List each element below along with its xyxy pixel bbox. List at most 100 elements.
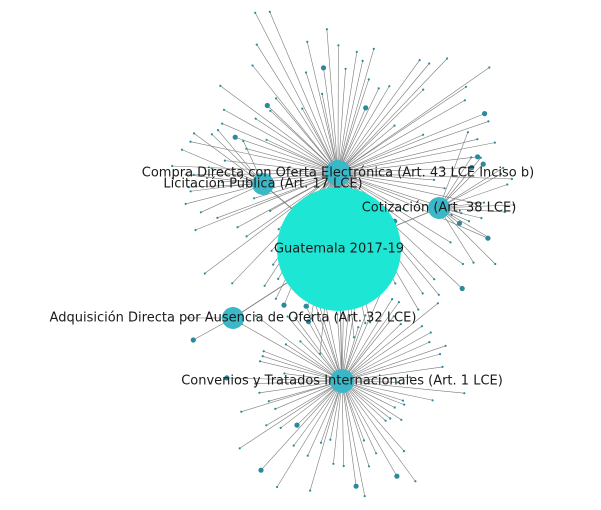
leaf-node[interactable] — [281, 302, 287, 308]
leaf-node[interactable] — [264, 102, 270, 109]
leaf-node[interactable] — [270, 249, 273, 252]
leaf-node[interactable] — [263, 284, 266, 287]
leaf-node[interactable] — [254, 11, 257, 14]
leaf-node[interactable] — [403, 403, 406, 406]
leaf-node[interactable] — [320, 65, 327, 71]
leaf-node[interactable] — [306, 40, 309, 43]
leaf-node[interactable] — [467, 220, 471, 223]
leaf-node[interactable] — [364, 314, 367, 317]
leaf-node[interactable] — [301, 107, 304, 110]
leaf-node[interactable] — [428, 62, 431, 65]
leaf-node[interactable] — [466, 131, 469, 134]
leaf-node[interactable] — [355, 50, 358, 54]
leaf-node[interactable] — [254, 117, 257, 120]
leaf-node[interactable] — [436, 302, 439, 305]
leaf-node[interactable] — [258, 391, 261, 394]
leaf-node[interactable] — [210, 133, 213, 136]
leaf-node[interactable] — [401, 399, 405, 402]
leaf-node[interactable] — [363, 105, 369, 111]
leaf-node[interactable] — [223, 159, 226, 162]
leaf-node[interactable] — [261, 355, 264, 358]
leaf-node[interactable] — [456, 220, 463, 226]
leaf-node[interactable] — [469, 164, 475, 171]
leaf-node[interactable] — [224, 375, 230, 381]
leaf-node[interactable] — [392, 315, 395, 318]
leaf-node[interactable] — [283, 372, 286, 375]
leaf-node[interactable] — [464, 85, 468, 88]
leaf-node[interactable] — [432, 178, 436, 181]
leaf-node[interactable] — [221, 181, 224, 184]
leaf-node[interactable] — [377, 87, 380, 90]
leaf-node[interactable] — [272, 263, 275, 266]
leaf-node[interactable] — [240, 410, 243, 413]
leaf-node[interactable] — [306, 454, 309, 457]
leaf-node[interactable] — [384, 419, 387, 422]
leaf-node[interactable] — [216, 129, 220, 132]
leaf-node[interactable] — [391, 298, 394, 301]
leaf-node[interactable] — [433, 278, 436, 281]
leaf-node[interactable] — [463, 392, 466, 395]
leaf-node[interactable] — [219, 84, 222, 87]
leaf-node[interactable] — [303, 303, 309, 309]
leaf-node[interactable] — [393, 406, 396, 409]
leaf-node[interactable] — [444, 344, 447, 347]
leaf-node[interactable] — [459, 285, 465, 292]
leaf-node[interactable] — [199, 211, 202, 214]
leaf-node[interactable] — [232, 134, 238, 140]
leaf-node[interactable] — [305, 319, 312, 325]
leaf-node[interactable] — [512, 203, 515, 206]
leaf-node[interactable] — [329, 438, 332, 441]
leaf-node[interactable] — [265, 138, 268, 141]
leaf-node[interactable] — [238, 447, 241, 450]
leaf-node[interactable] — [357, 326, 360, 329]
leaf-node[interactable] — [394, 282, 397, 285]
leaf-node[interactable] — [363, 495, 366, 498]
leaf-node[interactable] — [431, 399, 434, 402]
leaf-node[interactable] — [420, 325, 423, 328]
leaf-node[interactable] — [210, 167, 213, 170]
leaf-node[interactable] — [461, 262, 464, 266]
leaf-node[interactable] — [394, 473, 400, 479]
leaf-node[interactable] — [476, 138, 479, 141]
leaf-node[interactable] — [494, 262, 497, 266]
leaf-node[interactable] — [245, 235, 248, 238]
leaf-node[interactable] — [510, 177, 513, 181]
leaf-node[interactable] — [367, 78, 370, 81]
leaf-node[interactable] — [171, 164, 174, 168]
leaf-node[interactable] — [294, 316, 297, 320]
hub-node-cotizacion[interactable] — [428, 197, 450, 219]
leaf-node[interactable] — [443, 187, 446, 190]
leaf-node[interactable] — [269, 209, 272, 212]
leaf-node[interactable] — [479, 156, 482, 159]
leaf-node[interactable] — [254, 382, 257, 385]
leaf-node[interactable] — [277, 228, 280, 231]
leaf-node[interactable] — [292, 444, 295, 447]
leaf-node[interactable] — [367, 465, 371, 468]
leaf-node[interactable] — [450, 214, 453, 217]
leaf-node[interactable] — [399, 323, 402, 326]
leaf-node[interactable] — [506, 183, 509, 186]
leaf-node[interactable] — [262, 350, 265, 353]
leaf-node[interactable] — [321, 92, 324, 95]
leaf-node[interactable] — [245, 147, 248, 150]
leaf-node[interactable] — [231, 282, 234, 285]
leaf-node[interactable] — [242, 139, 245, 143]
leaf-node[interactable] — [276, 485, 279, 489]
leaf-node[interactable] — [470, 156, 473, 159]
leaf-node[interactable] — [203, 272, 206, 275]
leaf-node[interactable] — [304, 71, 308, 74]
leaf-node[interactable] — [408, 376, 412, 379]
leaf-node[interactable] — [402, 207, 405, 211]
leaf-node[interactable] — [364, 322, 367, 325]
leaf-node[interactable] — [221, 122, 224, 125]
leaf-node[interactable] — [299, 340, 302, 343]
leaf-node[interactable] — [375, 452, 378, 455]
leaf-node[interactable] — [337, 44, 340, 47]
leaf-node[interactable] — [361, 59, 364, 63]
leaf-node[interactable] — [422, 88, 425, 91]
leaf-node[interactable] — [319, 441, 323, 444]
leaf-node[interactable] — [255, 43, 258, 46]
leaf-node[interactable] — [258, 360, 262, 363]
leaf-node[interactable] — [236, 226, 239, 229]
leaf-node[interactable] — [269, 109, 272, 112]
